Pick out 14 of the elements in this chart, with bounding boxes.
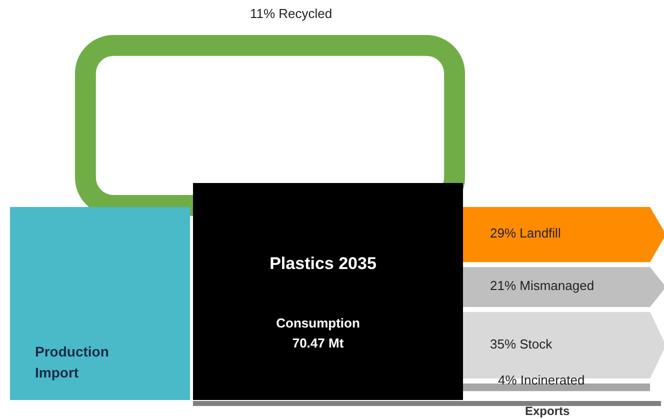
data-label: 4% [498,372,518,388]
text: Plastics 2035 [270,254,376,273]
data-label: 11% [250,6,276,21]
data-label: 35% [490,336,516,352]
category-label: Landfill [520,226,561,241]
text: Production Import [35,344,109,380]
data-label: 29% [490,226,516,241]
category-label: Stock [520,336,553,352]
category-label: Incinerated [520,372,585,388]
text: Consumption 70.47 Mt [276,316,360,350]
category-label: Mismanaged [520,278,594,294]
category-label: Recycled [278,6,332,21]
data-label: 21% [490,278,516,294]
category-label: Exports [525,404,570,418]
